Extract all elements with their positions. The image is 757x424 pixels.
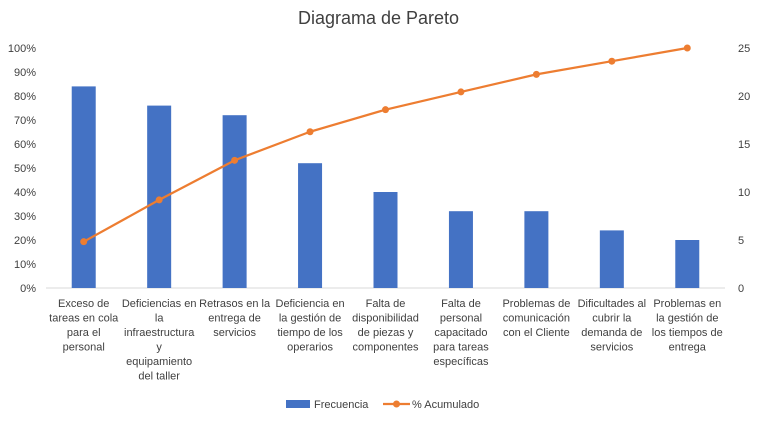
cumulative-point bbox=[80, 238, 88, 246]
legend-label-acumulado: % Acumulado bbox=[412, 399, 479, 411]
x-category-label: Dificultades al cubrir la demanda de servic… bbox=[578, 298, 646, 354]
cumulative-point bbox=[608, 57, 616, 65]
y-left-tick-label: 30% bbox=[14, 211, 36, 223]
x-category-label: Retrasos en la entrega de servicios bbox=[199, 298, 271, 339]
legend-label-frecuencia: Frecuencia bbox=[314, 399, 369, 411]
y-right-tick-label: 10 bbox=[738, 187, 750, 199]
cumulative-point bbox=[382, 106, 389, 114]
legend-swatch-frecuencia bbox=[286, 400, 310, 408]
bar bbox=[675, 240, 700, 288]
x-category-label: Exceso de tareas en cola para el personal bbox=[49, 298, 119, 354]
bar bbox=[448, 211, 473, 288]
y-left-tick-label: 70% bbox=[14, 115, 36, 127]
y-left-tick-label: 90% bbox=[14, 67, 36, 79]
y-left-tick-label: 0% bbox=[20, 283, 36, 295]
y-right-tick-label: 20 bbox=[738, 91, 750, 103]
y-left-tick-label: 80% bbox=[14, 91, 36, 103]
y-right-tick-label: 5 bbox=[738, 235, 744, 247]
x-category-label: Deficiencias en la infraestructura y equipam… bbox=[122, 298, 197, 383]
cumulative-point bbox=[306, 128, 314, 136]
chart-title: Diagrama de Pareto bbox=[297, 8, 460, 28]
cumulative-point bbox=[683, 44, 691, 52]
y-right-tick-label: 15 bbox=[738, 139, 750, 151]
cumulative-point bbox=[457, 88, 465, 96]
bar bbox=[524, 211, 549, 288]
bar bbox=[599, 230, 624, 288]
y-left-tick-label: 50% bbox=[14, 163, 36, 175]
y-left-tick-label: 20% bbox=[14, 235, 36, 247]
cumulative-point bbox=[155, 196, 163, 204]
bar bbox=[222, 115, 247, 288]
legend-marker-acumulado bbox=[393, 400, 400, 408]
y-left-tick-label: 40% bbox=[14, 187, 36, 199]
cumulative-point bbox=[532, 70, 540, 78]
y-right-tick-label: 25 bbox=[738, 43, 750, 55]
bar bbox=[71, 86, 96, 289]
y-left-tick-label: 100% bbox=[8, 43, 36, 55]
y-left-tick-label: 10% bbox=[14, 259, 36, 271]
x-category-label: Problemas de comunicación con el Cliente bbox=[502, 298, 570, 339]
x-category-label: Deficiencia en la gestión de tiempo de los… bbox=[276, 298, 345, 354]
bar bbox=[373, 192, 398, 288]
cumulative-point bbox=[231, 156, 239, 164]
bar bbox=[298, 163, 323, 288]
x-category-label: Falta de disponibilidad de piezas y compone… bbox=[352, 298, 419, 354]
y-right-tick-label: 0 bbox=[738, 283, 744, 295]
x-category-label: Problemas en la gestión de los tiempos de e… bbox=[652, 298, 723, 354]
y-left-tick-label: 60% bbox=[14, 139, 36, 151]
x-category-label: Falta de personal capacitado para tareas esp… bbox=[433, 298, 489, 368]
